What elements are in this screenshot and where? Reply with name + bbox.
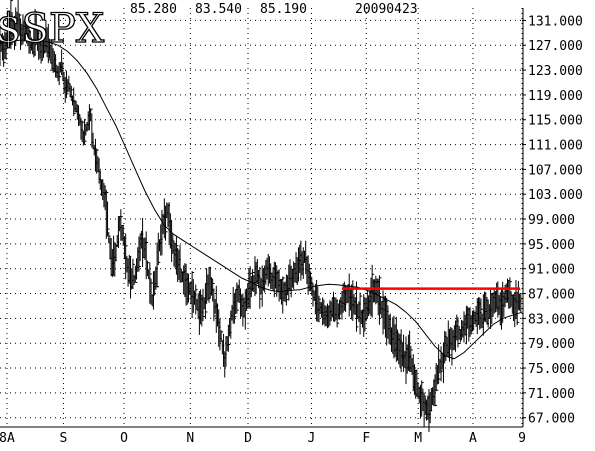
y-tick-label: 107.000	[528, 163, 583, 178]
y-tick-label: 123.000	[528, 64, 583, 79]
y-tick-label: 127.000	[528, 39, 583, 54]
y-tick-label: 91.000	[528, 263, 575, 278]
x-tick-label: F	[362, 431, 370, 446]
x-tick-label: S	[60, 431, 68, 446]
x-tick-label: A	[469, 431, 477, 446]
x-tick-label: D	[244, 431, 252, 446]
y-tick-label: 87.000	[528, 288, 575, 303]
x-tick-label: 9	[518, 431, 526, 446]
x-tick-label: 8A	[0, 431, 15, 446]
header-value-2: 83.540	[195, 2, 242, 17]
y-tick-label: 111.000	[528, 139, 583, 154]
chart-title: $SPX	[0, 6, 105, 52]
y-tick-label: 99.000	[528, 213, 575, 228]
header-value-1: 85.280	[130, 2, 177, 17]
y-tick-label: 115.000	[528, 114, 583, 129]
grid-horizontal	[0, 19, 522, 419]
y-tick-label: 119.000	[528, 89, 583, 104]
y-axis: 131.000 127.000 123.000 119.000 115.000 111.0…	[522, 14, 583, 427]
moving-average-line	[0, 39, 523, 360]
x-axis: 8A S O N D J F M A 9	[0, 431, 526, 446]
x-tick-label: M	[414, 431, 422, 446]
y-tick-label: 103.000	[528, 188, 583, 203]
y-tick-label: 67.000	[528, 412, 575, 427]
y-tick-label: 71.000	[528, 387, 575, 402]
price-bars	[0, 0, 523, 432]
y-tick-label: 79.000	[528, 337, 575, 352]
y-tick-label: 75.000	[528, 362, 575, 377]
header-value-3: 85.190	[260, 2, 307, 17]
x-tick-label: J	[308, 431, 316, 446]
y-tick-label: 131.000	[528, 14, 583, 29]
y-tick-label: 95.000	[528, 238, 575, 253]
header-date: 20090423	[355, 2, 418, 17]
y-tick-label: 83.000	[528, 312, 575, 327]
x-tick-label: N	[186, 431, 194, 446]
x-tick-label: O	[120, 431, 128, 446]
